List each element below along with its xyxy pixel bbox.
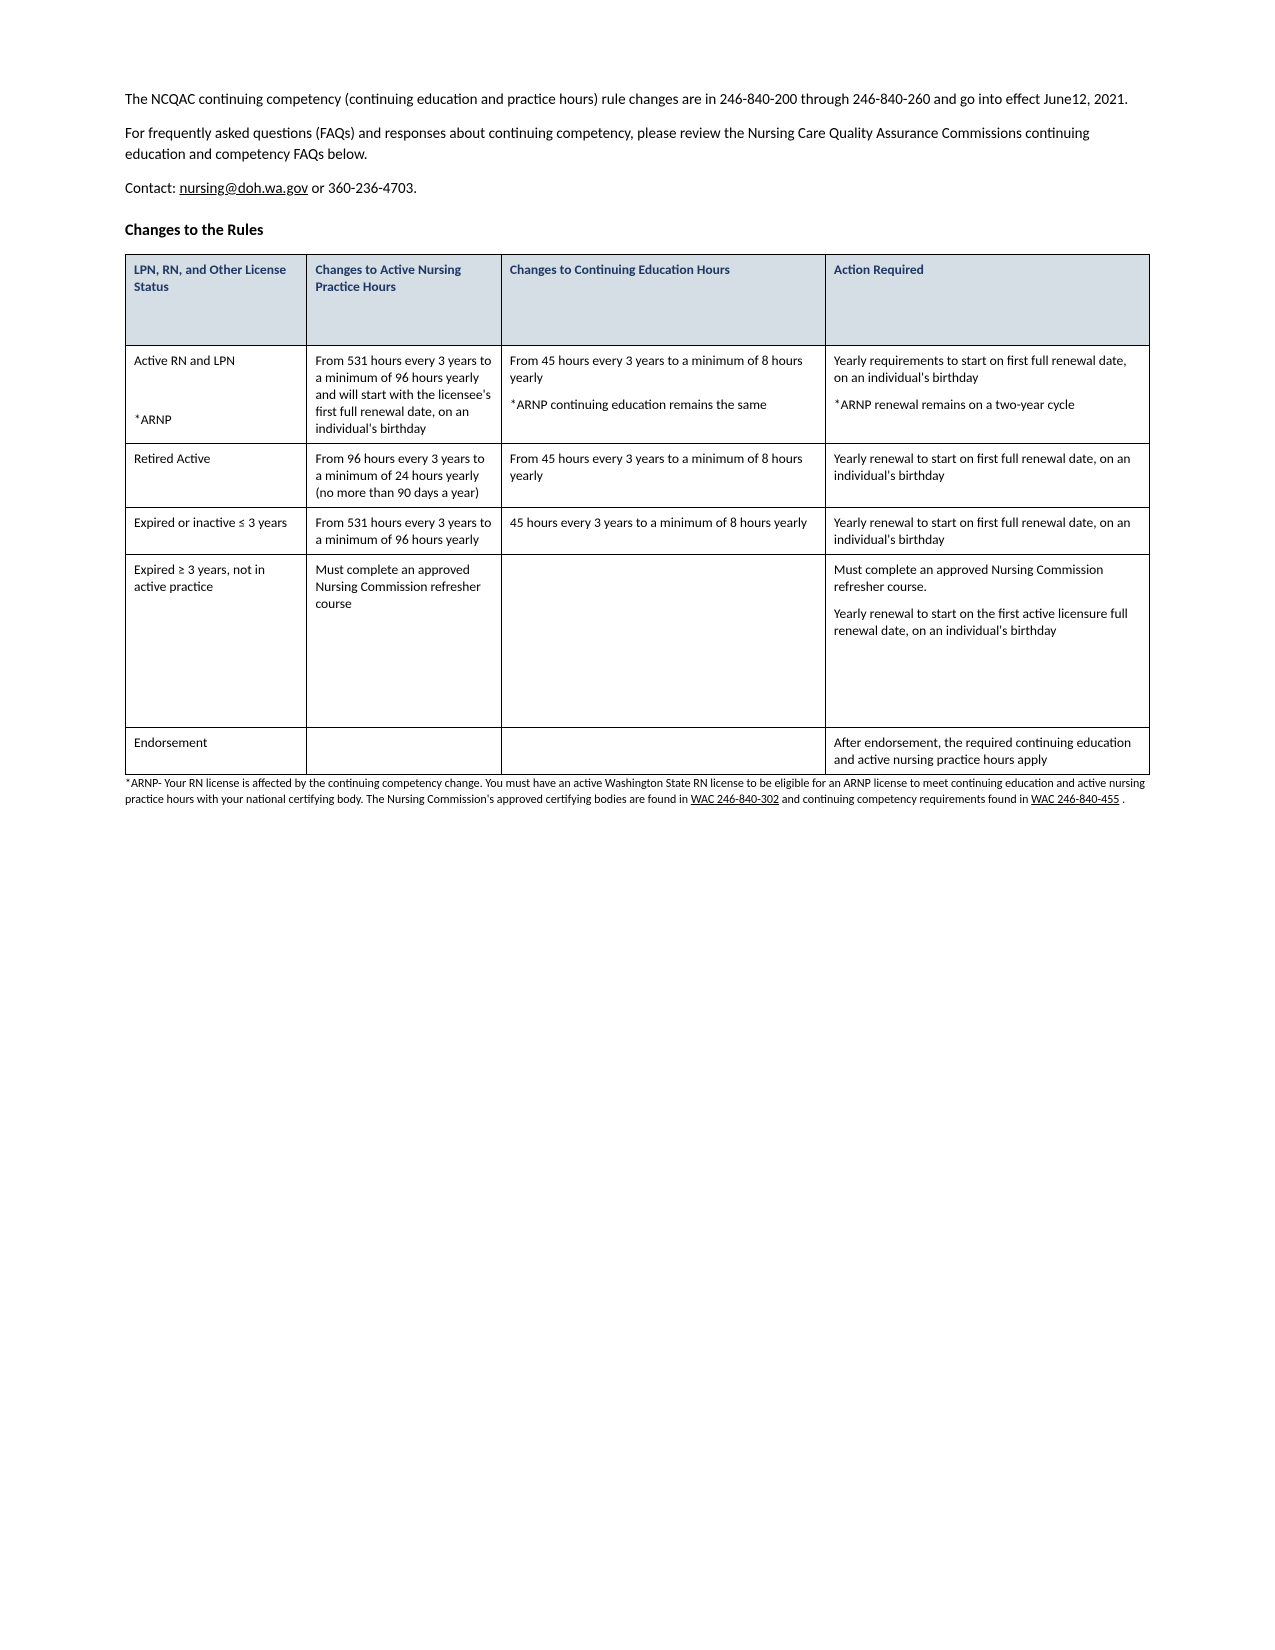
cell-education-hours: From 45 hours every 3 years to a minimum…: [501, 444, 825, 508]
contact-prefix: Contact:: [125, 180, 179, 198]
footnote-text: and continuing competency requirements f…: [779, 793, 1031, 807]
cell-text: Yearly renewal to start on the first act…: [834, 605, 1141, 639]
table-row: Expired or inactive ≤ 3 years From 531 h…: [126, 508, 1150, 555]
cell-license-status: Endorsement: [126, 728, 307, 775]
cell-practice-hours: From 96 hours every 3 years to a minimum…: [307, 444, 501, 508]
cell-text: Must complete an approved Nursing Commis…: [834, 561, 1141, 595]
table-row: Retired Active From 96 hours every 3 yea…: [126, 444, 1150, 508]
cell-text: Active RN and LPN: [134, 352, 298, 369]
cell-action-required: Must complete an approved Nursing Commis…: [825, 555, 1149, 728]
footnote-link-wac-302[interactable]: WAC 246-840-302: [691, 793, 779, 807]
cell-practice-hours: From 531 hours every 3 years to a minimu…: [307, 508, 501, 555]
cell-text: *ARNP continuing education remains the s…: [510, 396, 817, 413]
cell-action-required: Yearly requirements to start on first fu…: [825, 346, 1149, 444]
cell-education-hours: From 45 hours every 3 years to a minimum…: [501, 346, 825, 444]
document-page: The NCQAC continuing competency (continu…: [0, 0, 1275, 1650]
table-row: Endorsement After endorsement, the requi…: [126, 728, 1150, 775]
cell-action-required: Yearly renewal to start on first full re…: [825, 444, 1149, 508]
intro-paragraph-2: For frequently asked questions (FAQs) an…: [125, 124, 1150, 165]
cell-text: Yearly requirements to start on first fu…: [834, 352, 1141, 386]
col-header-practice-hours: Changes to Active Nursing Practice Hours: [307, 255, 501, 346]
col-header-action-required: Action Required: [825, 255, 1149, 346]
cell-action-required: After endorsement, the required continui…: [825, 728, 1149, 775]
contact-email-link[interactable]: nursing@doh.wa.gov: [179, 180, 308, 198]
col-header-education-hours: Changes to Continuing Education Hours: [501, 255, 825, 346]
cell-license-status: Active RN and LPN *ARNP: [126, 346, 307, 444]
col-header-license-status: LPN, RN, and Other License Status: [126, 255, 307, 346]
cell-text: From 45 hours every 3 years to a minimum…: [510, 352, 817, 386]
rules-table: LPN, RN, and Other License Status Change…: [125, 254, 1150, 775]
cell-text: *ARNP renewal remains on a two-year cycl…: [834, 396, 1141, 413]
table-row: Expired ≥ 3 years, not in active practic…: [126, 555, 1150, 728]
cell-education-hours: [501, 728, 825, 775]
contact-line: Contact: nursing@doh.wa.gov or 360-236-4…: [125, 179, 1150, 199]
table-row: Active RN and LPN *ARNP From 531 hours e…: [126, 346, 1150, 444]
cell-license-status: Expired or inactive ≤ 3 years: [126, 508, 307, 555]
cell-text: *ARNP: [134, 411, 298, 428]
footnote-text: .: [1119, 793, 1125, 807]
footnote-link-wac-455[interactable]: WAC 246-840-455: [1031, 793, 1119, 807]
cell-practice-hours: [307, 728, 501, 775]
intro-paragraph-1: The NCQAC continuing competency (continu…: [125, 90, 1150, 110]
cell-practice-hours: From 531 hours every 3 years to a minimu…: [307, 346, 501, 444]
cell-education-hours: 45 hours every 3 years to a minimum of 8…: [501, 508, 825, 555]
section-title-changes: Changes to the Rules: [125, 221, 1150, 240]
table-header-row: LPN, RN, and Other License Status Change…: [126, 255, 1150, 346]
cell-action-required: Yearly renewal to start on first full re…: [825, 508, 1149, 555]
cell-license-status: Retired Active: [126, 444, 307, 508]
contact-suffix: or 360-236-4703.: [308, 180, 417, 198]
cell-license-status: Expired ≥ 3 years, not in active practic…: [126, 555, 307, 728]
cell-practice-hours: Must complete an approved Nursing Commis…: [307, 555, 501, 728]
cell-education-hours: [501, 555, 825, 728]
arnp-footnote: *ARNP- Your RN license is affected by th…: [125, 777, 1150, 808]
